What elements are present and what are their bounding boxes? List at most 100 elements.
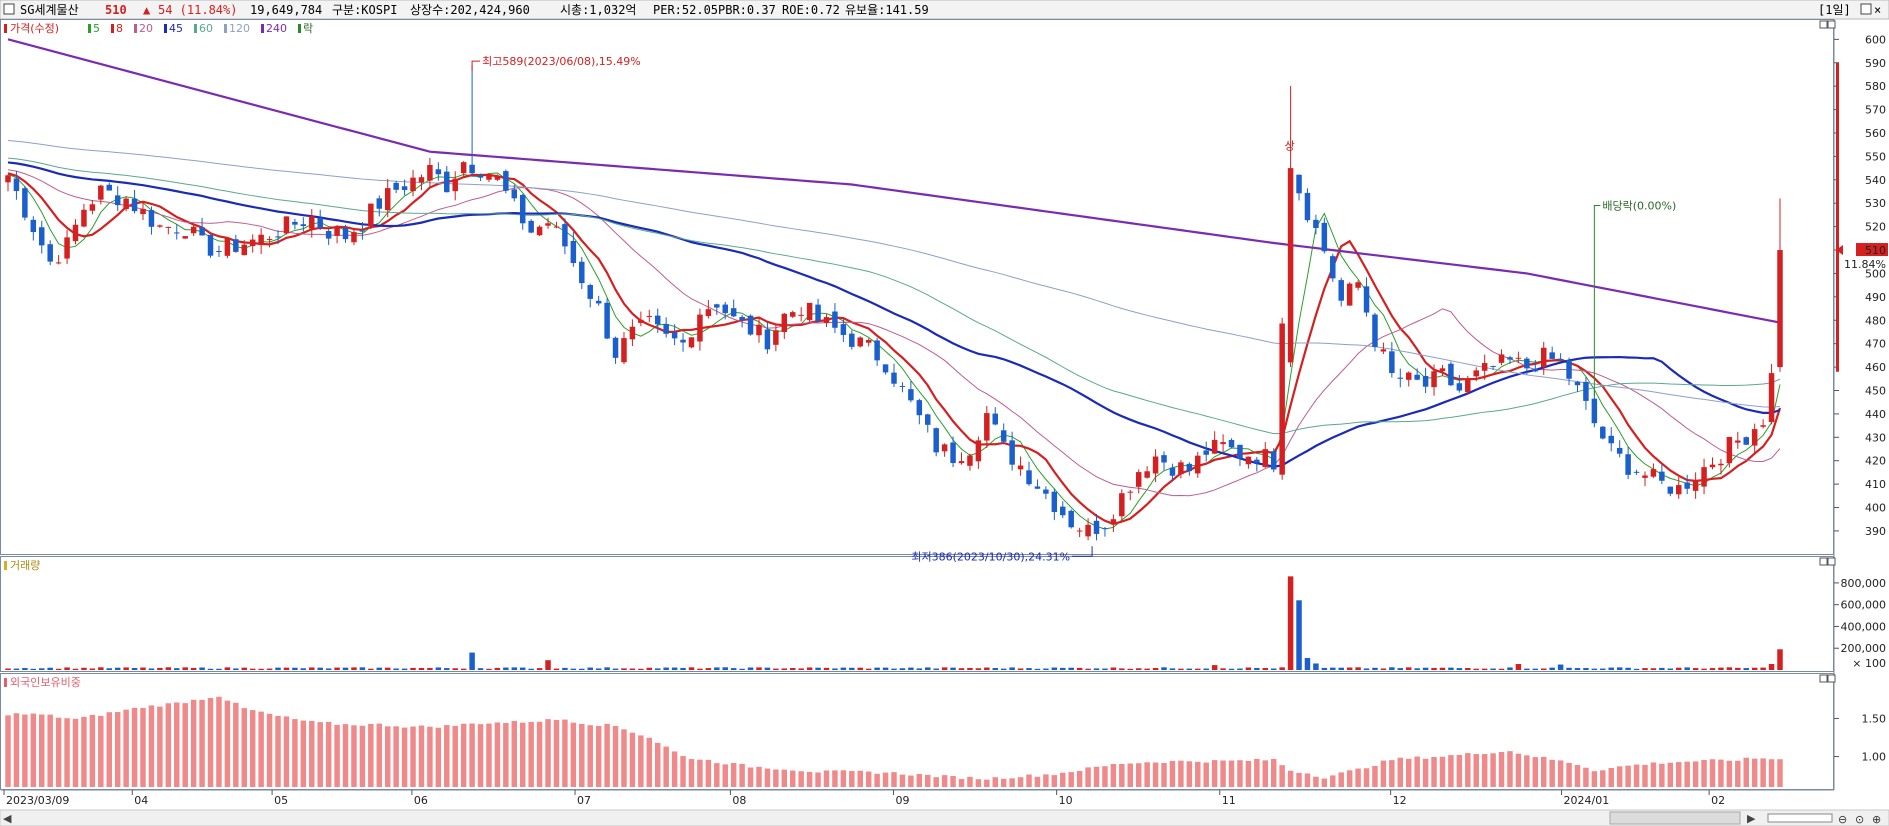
foreign-ownership-bar [697, 759, 703, 787]
foreign-ownership-bar [1524, 755, 1530, 787]
candle-body [1026, 470, 1032, 485]
foreign-ownership-bar [1000, 778, 1007, 787]
foreign-ownership-bar [680, 756, 686, 787]
volume-bar [334, 667, 340, 670]
candle-body [747, 315, 754, 335]
volume-bar [1026, 668, 1032, 670]
candle-body [106, 184, 112, 191]
candle-body [216, 251, 222, 253]
zoom-slider[interactable] [1767, 813, 1833, 823]
ma-legend-swatch [194, 24, 197, 33]
foreign-ownership-bar [199, 699, 205, 787]
period-button[interactable]: [1일] [1818, 3, 1851, 17]
foreign-ownership-bar [47, 714, 53, 787]
candle-body [1600, 426, 1606, 439]
zoom-in-icon[interactable]: ⊕ [1872, 813, 1881, 826]
foreign-ownership-bar [444, 725, 450, 787]
price-pane-close-icon[interactable] [1827, 20, 1836, 29]
candle-body [1076, 530, 1083, 532]
volume-pane-close-icon[interactable] [1827, 557, 1836, 566]
foreign-ownership-bar [435, 727, 442, 787]
foreign-ownership-bar [1043, 774, 1049, 787]
volume-axis-tick-label: 400,000 [1841, 620, 1887, 633]
foreign-ownership-bar [528, 721, 534, 787]
scrollbar[interactable]: ◀ ▶ ⊖ ⊙ ⊕ [0, 809, 1889, 826]
volume-bar [730, 668, 737, 670]
candle-body [13, 178, 20, 192]
foreign-ownership-bar [730, 762, 737, 787]
volume-bar [1768, 664, 1775, 670]
price-pane-toggle-icon[interactable] [1819, 20, 1828, 29]
close-icon[interactable]: × [1874, 3, 1881, 17]
scroll-right-icon[interactable]: ▶ [1747, 812, 1756, 825]
zoom-reset-icon[interactable]: ⊙ [1855, 813, 1864, 826]
daily-range-bar [1836, 62, 1839, 372]
foreign-ownership-bar [1026, 774, 1032, 787]
candle-body [1659, 471, 1665, 481]
candle-body [1220, 442, 1226, 445]
foreign-ownership-bar [81, 716, 87, 787]
candle-body [1186, 463, 1193, 472]
foreign-ownership-bar [1540, 756, 1547, 787]
foreign-ownership-bar [1355, 768, 1361, 787]
candle-body [1692, 481, 1699, 491]
scroll-left-icon[interactable]: ◀ [3, 812, 12, 825]
foreign-ownership-bar [1085, 767, 1091, 787]
candle-body [1017, 465, 1024, 470]
ma-legend-swatch [164, 24, 167, 33]
candle-body [1625, 454, 1631, 475]
volume-bar [1659, 667, 1665, 670]
volume-bar [857, 667, 863, 670]
volume-bar [975, 668, 982, 670]
foreign-ownership-bar [1034, 776, 1041, 787]
candle-body [680, 339, 686, 343]
foreign-pane-toggle-icon[interactable] [1819, 674, 1828, 683]
foreign-ownership-bar [1270, 758, 1277, 787]
volume-y-axis: × 100 200,000 400,000 600,000 800,000 [1834, 577, 1886, 670]
per-value: PER:52.05 [653, 3, 718, 17]
foreign-ownership-bar [823, 770, 830, 787]
candle-body [224, 238, 231, 256]
volume-bar [292, 667, 298, 670]
foreign-ownership-bar [1127, 763, 1134, 787]
volume-bar [1633, 668, 1640, 670]
foreign-ownership-bar [401, 727, 408, 787]
candle-body [401, 186, 408, 191]
foreign-ownership-bar [570, 722, 577, 787]
candle-body [714, 304, 720, 308]
foreign-ownership-bar [992, 777, 998, 787]
candle-body [1060, 506, 1066, 516]
ma-legend-label-60: 60 [199, 22, 213, 35]
candle-body [1270, 451, 1277, 470]
candle-body [1540, 347, 1547, 368]
candle-body [165, 226, 172, 228]
scroll-thumb[interactable] [1609, 811, 1741, 825]
candle-body [1684, 482, 1690, 489]
candle-body [663, 324, 669, 334]
volume-bar [874, 667, 880, 670]
minimize-icon[interactable] [1860, 3, 1872, 15]
volume-bar [705, 668, 712, 670]
candle-body [157, 225, 163, 227]
candle-body [1169, 467, 1176, 476]
price-axis-tick-label: 600 [1865, 33, 1886, 46]
window-menu-icon[interactable] [3, 3, 15, 15]
candle-body [89, 204, 96, 211]
zoom-out-icon[interactable]: ⊖ [1838, 813, 1847, 826]
current-price-tag-pct: 11.84% [1844, 258, 1886, 271]
candle-body [730, 308, 737, 317]
foreign-ownership-bar [1465, 753, 1471, 787]
candle-body [1616, 447, 1623, 454]
foreign-ownership-bar [334, 724, 340, 787]
foreign-ownership-bar [1642, 764, 1648, 787]
candle-body [1633, 471, 1640, 473]
volume-bar [722, 667, 728, 670]
volume-bar [1431, 667, 1437, 670]
foreign-pane-close-icon[interactable] [1827, 674, 1836, 683]
foreign-ownership-bar [1667, 762, 1674, 787]
volume-bar [806, 667, 813, 670]
volume-bar [832, 668, 838, 670]
volume-pane-toggle-icon[interactable] [1819, 557, 1828, 566]
candle-body [283, 216, 290, 234]
foreign-ownership-bar [1304, 773, 1311, 787]
